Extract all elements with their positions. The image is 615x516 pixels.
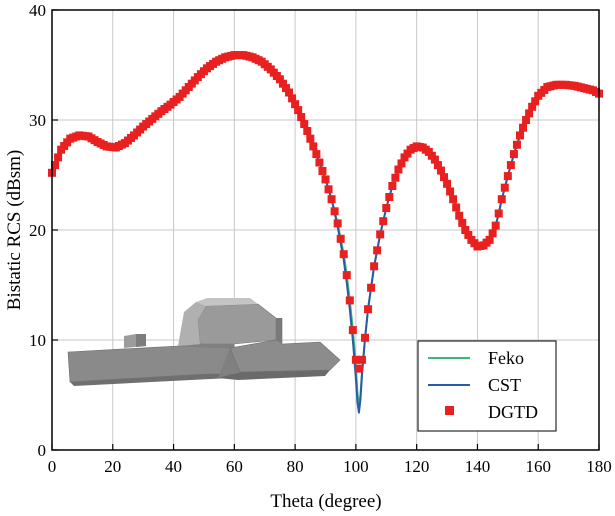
dgtd-marker xyxy=(288,94,297,103)
dgtd-marker xyxy=(351,355,360,364)
dgtd-marker xyxy=(324,185,333,194)
x-tick-label: 100 xyxy=(343,457,369,476)
dgtd-marker xyxy=(278,79,287,88)
dgtd-marker xyxy=(391,173,400,182)
dgtd-marker xyxy=(528,102,537,111)
y-tick-label: 10 xyxy=(29,331,46,350)
dgtd-marker xyxy=(509,150,518,159)
dgtd-marker xyxy=(357,355,366,364)
dgtd-marker xyxy=(382,204,391,212)
x-tick-label: 60 xyxy=(226,457,243,476)
dgtd-marker xyxy=(394,165,403,174)
legend-dgtd-label: DGTD xyxy=(488,402,538,422)
dgtd-marker xyxy=(345,296,354,305)
dgtd-marker xyxy=(306,134,315,143)
dgtd-marker xyxy=(503,172,512,181)
dgtd-marker xyxy=(336,234,345,243)
y-tick-label: 0 xyxy=(38,441,47,460)
dgtd-marker xyxy=(367,283,376,292)
dgtd-marker xyxy=(291,100,300,109)
y-tick-label: 30 xyxy=(29,111,46,130)
dgtd-marker xyxy=(303,127,312,135)
dgtd-marker xyxy=(494,209,503,218)
x-tick-label: 180 xyxy=(586,457,612,476)
dgtd-marker xyxy=(315,158,324,167)
dgtd-marker xyxy=(361,333,370,342)
dgtd-marker xyxy=(275,75,284,84)
dgtd-marker xyxy=(327,195,336,204)
dgtd-marker xyxy=(309,142,318,151)
dgtd-marker xyxy=(449,195,458,204)
x-tick-label: 160 xyxy=(525,457,551,476)
dgtd-marker xyxy=(436,166,445,175)
x-tick-label: 140 xyxy=(465,457,491,476)
dgtd-marker xyxy=(512,140,521,149)
dgtd-marker xyxy=(321,175,330,184)
dgtd-marker xyxy=(312,150,321,159)
legend: Feko CST DGTD xyxy=(417,340,557,432)
dgtd-marker xyxy=(376,230,385,239)
dgtd-marker xyxy=(54,153,63,162)
dgtd-marker xyxy=(285,88,294,97)
dgtd-marker xyxy=(519,123,528,132)
dgtd-marker xyxy=(385,193,394,201)
dgtd-marker xyxy=(388,182,397,190)
legend-cst-label: CST xyxy=(488,375,521,395)
x-tick-label: 80 xyxy=(287,457,304,476)
dgtd-marker xyxy=(491,221,500,230)
grid-lines xyxy=(52,10,599,450)
dgtd-marker xyxy=(515,131,524,140)
dgtd-marker xyxy=(281,84,290,93)
dgtd-marker xyxy=(379,217,388,226)
dgtd-marker xyxy=(348,326,357,335)
dgtd-marker xyxy=(461,226,470,234)
y-tick-label: 40 xyxy=(29,1,46,20)
dgtd-marker xyxy=(485,235,494,244)
dgtd-marker xyxy=(330,207,339,216)
dgtd-marker xyxy=(522,116,531,124)
dgtd-marker xyxy=(297,113,306,122)
dgtd-marker xyxy=(452,203,461,212)
dgtd-marker xyxy=(433,161,442,170)
dgtd-marker xyxy=(440,173,449,182)
dgtd-marker xyxy=(531,97,540,106)
dgtd-marker xyxy=(446,187,455,196)
legend-feko-label: Feko xyxy=(488,348,524,368)
dgtd-marker xyxy=(397,159,406,168)
y-tick-label: 20 xyxy=(29,221,46,240)
x-tick-label: 0 xyxy=(48,457,57,476)
dgtd-marker xyxy=(51,161,60,170)
dgtd-marker xyxy=(370,262,379,271)
dgtd-marker xyxy=(342,271,351,280)
dgtd-marker xyxy=(464,230,473,239)
axis-ticks: 0 20 40 60 80 100 120 140 160 180 0 10 20 30 40 xyxy=(29,1,612,476)
ship-model-inset xyxy=(67,298,341,386)
dgtd-marker xyxy=(455,211,464,220)
x-tick-label: 40 xyxy=(165,457,182,476)
dgtd-marker xyxy=(443,179,452,188)
dgtd-marker xyxy=(318,166,327,175)
x-tick-label: 120 xyxy=(404,457,430,476)
y-axis-title: Bistatic RCS (dBsm) xyxy=(4,150,25,310)
dgtd-marker xyxy=(294,106,303,115)
dgtd-marker xyxy=(458,218,467,227)
dgtd-marker xyxy=(354,364,363,373)
dgtd-marker xyxy=(488,229,497,238)
dgtd-marker xyxy=(364,305,373,314)
dgtd-marker xyxy=(525,109,534,118)
series-layer xyxy=(48,51,603,414)
dgtd-marker xyxy=(333,219,342,228)
dgtd-marker xyxy=(500,183,509,192)
dgtd-marker xyxy=(339,250,348,259)
dgtd-marker xyxy=(430,155,439,164)
dgtd-marker xyxy=(373,246,382,255)
dgtd-marker xyxy=(506,161,515,170)
x-axis-title: Theta (degree) xyxy=(270,491,381,512)
legend-dgtd-marker xyxy=(445,406,454,415)
dgtd-marker xyxy=(300,120,309,129)
dgtd-marker xyxy=(497,195,506,204)
x-tick-label: 20 xyxy=(104,457,121,476)
dgtd-series-markers xyxy=(48,51,603,373)
